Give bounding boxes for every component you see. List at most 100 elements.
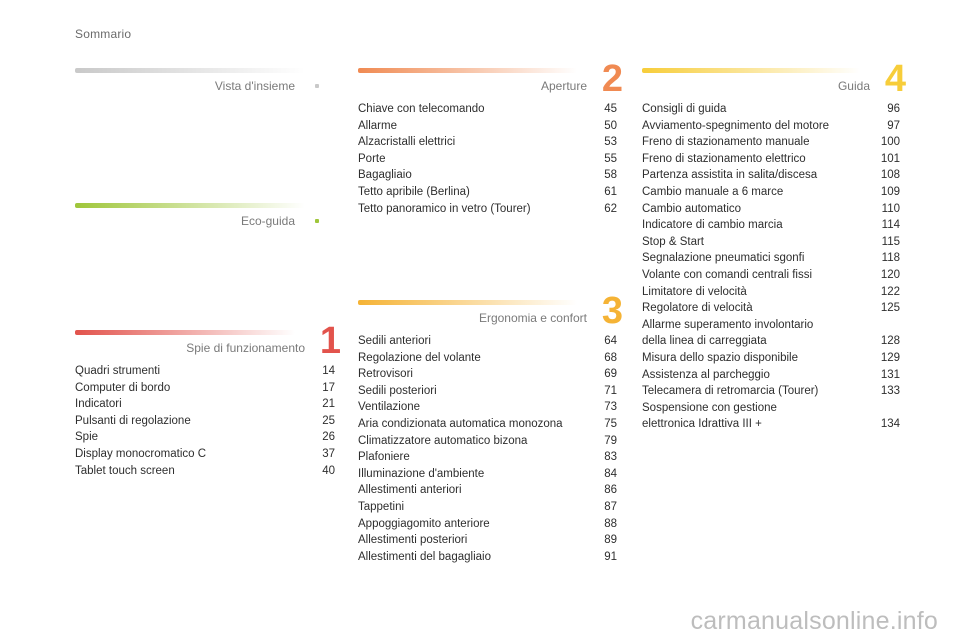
toc-item[interactable]: Illuminazione d'ambiente 84 [358, 466, 617, 483]
toc-item-label: Allarme [358, 119, 397, 132]
toc-item[interactable]: Display monocromatico C 37 [75, 446, 335, 463]
section-bar [75, 68, 305, 73]
toc-item[interactable]: Quadri strumenti 14 [75, 363, 335, 380]
section-spie-funzionamento: Spie di funzionamento 1 Quadri strumenti… [75, 322, 341, 480]
toc-item[interactable]: Porte 55 [358, 151, 617, 168]
section-number: 1 [319, 320, 341, 362]
toc-item[interactable]: Climatizzatore automatico bizona 79 [358, 433, 617, 450]
toc-item[interactable]: Chiave con telecomando 45 [358, 101, 617, 118]
toc-item[interactable]: Misura dello spazio disponibile 129 [642, 350, 900, 367]
toc-item[interactable]: Allestimenti del bagagliaio 91 [358, 549, 617, 566]
toc-item-page: 110 [881, 202, 900, 215]
toc-item-page: 118 [881, 252, 900, 265]
toc-item-page: 91 [604, 550, 617, 563]
toc-item-page: 87 [604, 500, 617, 513]
section-number: 2 [601, 58, 623, 100]
toc-item-label: Partenza assistita in salita/discesa [642, 169, 818, 182]
toc-item-label: Misura dello spazio disponibile [642, 351, 798, 364]
toc-item-page: 133 [880, 385, 900, 398]
toc-item[interactable]: Sedili posteriori 71 [358, 383, 617, 400]
toc-item-page: 55 [604, 152, 617, 165]
toc-item[interactable]: Limitatore di velocità 122 [642, 284, 900, 301]
toc-item-page: 109 [880, 185, 900, 198]
toc-item-page: 79 [604, 434, 617, 447]
toc-item[interactable]: Plafoniere 83 [358, 449, 617, 466]
toc-item[interactable]: Telecamera di retromarcia (Tourer) 133 [642, 383, 900, 400]
toc-list: Chiave con telecomando 45 Allarme 50 Alzacri… [358, 101, 617, 217]
toc-item-label: Avviamento-spegnimento del motore [642, 119, 830, 132]
toc-item[interactable]: Cambio automatico 110 [642, 201, 900, 218]
toc-item[interactable]: Volante con comandi centrali fissi 120 [642, 267, 900, 284]
toc-item[interactable]: Pulsanti di regolazione 25 [75, 413, 335, 430]
toc-item[interactable]: Sedili anteriori 64 [358, 333, 617, 350]
toc-item[interactable]: Bagagliaio 58 [358, 167, 617, 184]
toc-item[interactable]: Consigli di guida 96 [642, 101, 900, 118]
toc-item[interactable]: Allestimenti posteriori 89 [358, 532, 617, 549]
toc-item[interactable]: Computer di bordo 17 [75, 380, 335, 397]
toc-item-label: Freno di stazionamento elettrico [642, 152, 806, 165]
toc-item[interactable]: Regolatore di velocità 125 [642, 300, 900, 317]
toc-item-label: Indicatori [75, 398, 122, 411]
toc-item[interactable]: Freno di stazionamento elettrico 101 [642, 151, 900, 168]
toc-item-page: 73 [604, 401, 617, 414]
toc-item[interactable]: Indicatore di cambio marcia 114 [642, 217, 900, 234]
section-aperture: Aperture 2 Chiave con telecomando 45 Allar… [358, 60, 623, 217]
toc-item-label: Limitatore di velocità [642, 285, 747, 298]
section-number: 3 [601, 290, 623, 332]
toc-item[interactable]: Allarme superamento involontario della l… [642, 317, 900, 350]
toc-item-label: Quadri strumenti [75, 365, 161, 377]
toc-item[interactable]: Spie 26 [75, 429, 335, 446]
section-bar [642, 68, 860, 73]
toc-item-page: 53 [604, 136, 617, 149]
toc-item-page: 97 [887, 119, 900, 132]
toc-item-page: 21 [322, 398, 335, 411]
toc-item-page: 71 [604, 384, 617, 397]
toc-item-page: 26 [322, 431, 335, 444]
toc-item-page: 84 [604, 467, 617, 480]
toc-item-page: 120 [880, 268, 900, 281]
toc-item-page: 58 [604, 169, 617, 182]
toc-item-page: 128 [880, 335, 900, 348]
toc-item[interactable]: Appoggiagomito anteriore 88 [358, 516, 617, 533]
section-ergonomia-confort: Ergonomia e confort 3 Sedili anteriori 64… [358, 292, 623, 566]
toc-item[interactable]: Assistenza al parcheggio 131 [642, 367, 900, 384]
toc-item-label: Aria condizionata automatica monozona [358, 417, 563, 430]
toc-item[interactable]: Indicatori 21 [75, 396, 335, 413]
toc-item[interactable]: Tablet touch screen 40 [75, 463, 335, 480]
watermark: carmanualsonline.info [690, 607, 938, 635]
toc-item[interactable]: Cambio manuale a 6 marce 109 [642, 184, 900, 201]
toc-item[interactable]: Ventilazione 73 [358, 399, 617, 416]
toc-item[interactable]: Alzacristalli elettrici 53 [358, 134, 617, 151]
toc-item-label: Sospensione con gestione elettronica Idr… [642, 401, 777, 431]
toc-item[interactable]: Stop & Start 115 [642, 234, 900, 251]
toc-item[interactable]: Tetto panoramico in vetro (Tourer) 62 [358, 201, 617, 218]
toc-item[interactable]: Regolazione del volante 68 [358, 350, 617, 367]
toc-item-label: Porte [358, 152, 386, 165]
toc-item-label: Allestimenti del bagagliaio [358, 550, 491, 563]
toc-item-label: Tetto apribile (Berlina) [358, 185, 470, 198]
toc-item[interactable]: Partenza assistita in salita/discesa 108 [642, 167, 900, 184]
toc-item-label: Display monocromatico C [75, 447, 207, 460]
toc-item-label: Alzacristalli elettrici [358, 136, 456, 149]
toc-item-page: 125 [880, 302, 900, 315]
toc-item[interactable]: Sospensione con gestione elettronica Idr… [642, 400, 900, 433]
toc-item-label: Segnalazione pneumatici sgonfi [642, 252, 805, 265]
toc-item[interactable]: Tappetini 87 [358, 499, 617, 516]
section-bar [75, 203, 305, 208]
toc-item-page: 45 [604, 103, 617, 115]
toc-item[interactable]: Segnalazione pneumatici sgonfi 118 [642, 250, 900, 267]
toc-item-page: 96 [887, 103, 900, 115]
toc-item[interactable]: Freno di stazionamento manuale 100 [642, 134, 900, 151]
toc-item-label: Assistenza al parcheggio [642, 368, 770, 381]
toc-item[interactable]: Retrovisori 69 [358, 366, 617, 383]
toc-item[interactable]: Aria condizionata automatica monozona 75 [358, 416, 617, 433]
toc-item-label: Sedili anteriori [358, 335, 431, 347]
toc-list: Consigli di guida 96 Avviamento-spegniment… [642, 101, 900, 433]
toc-item[interactable]: Avviamento-spegnimento del motore 97 [642, 118, 900, 135]
toc-item-label: Allarme superamento involontario della l… [642, 318, 814, 348]
toc-item[interactable]: Allestimenti anteriori 86 [358, 482, 617, 499]
section-title: Vista d'insieme [214, 79, 295, 93]
toc-item[interactable]: Tetto apribile (Berlina) 61 [358, 184, 617, 201]
toc-item[interactable]: Allarme 50 [358, 118, 617, 135]
toc-item-label: Retrovisori [358, 368, 413, 381]
